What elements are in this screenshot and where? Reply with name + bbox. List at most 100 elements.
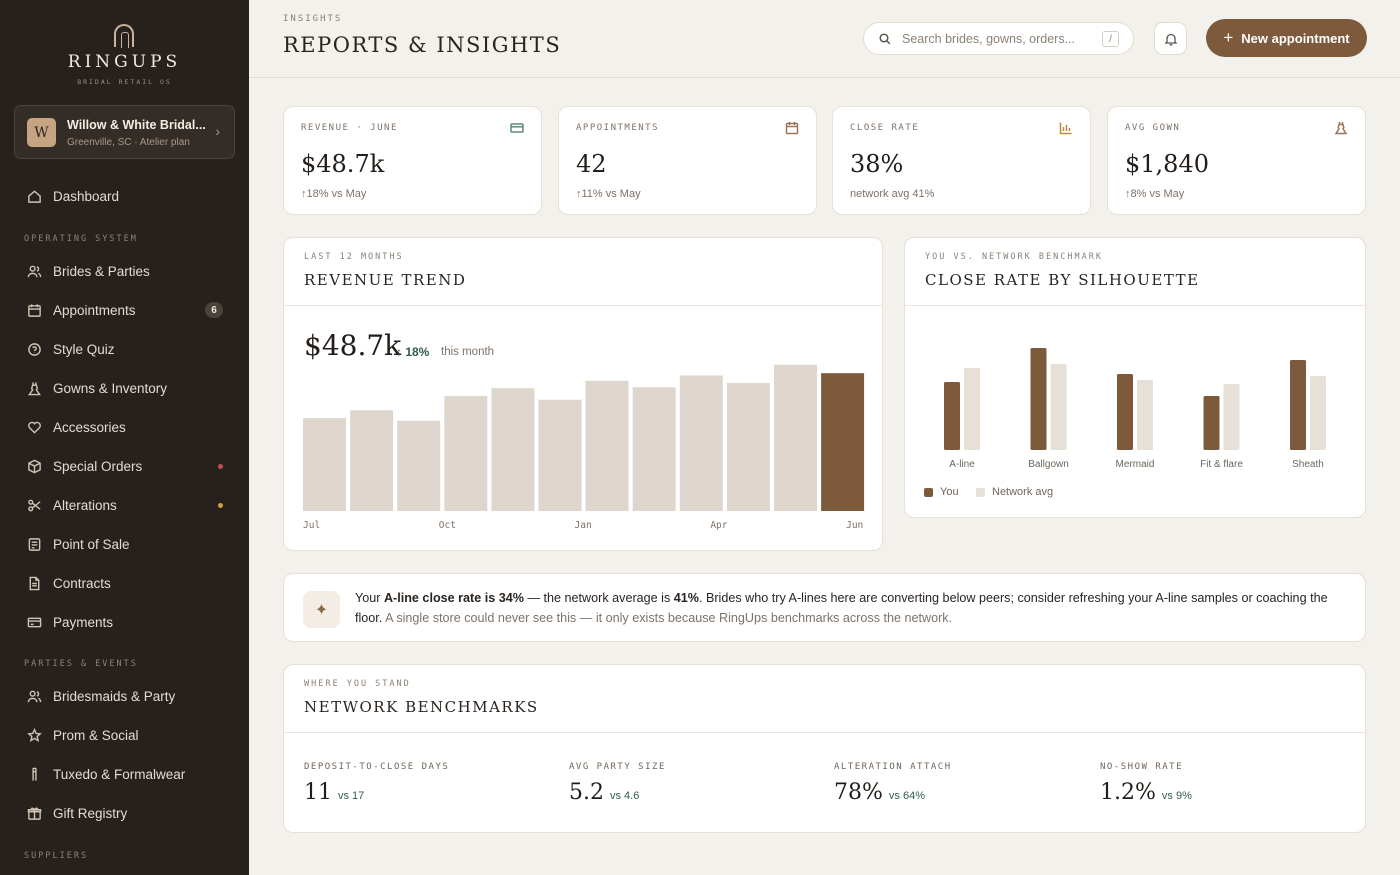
silhouette-label: Sheath — [1292, 459, 1324, 470]
sidebar-item-accessories[interactable]: Accessories — [0, 412, 249, 442]
silhouette-label: Ballgown — [1028, 459, 1069, 470]
close-rate-bar-network — [1310, 376, 1326, 450]
insight-text: Your A-line close rate is 34% — the netw… — [355, 589, 1355, 628]
logo-text: RINGUPS — [67, 52, 182, 72]
chevron-right-icon: › — [215, 123, 220, 139]
kpi-card-revenue: REVENUE · JUNE $48.7k ↑18% vs May — [283, 106, 542, 215]
calendar-icon — [785, 121, 799, 135]
sidebar-item-label: Special Orders — [53, 458, 143, 474]
sidebar-item-appointments[interactable]: Appointments 6 — [0, 295, 249, 325]
kpi-value: 42 — [576, 150, 607, 178]
legend-network: Network avg — [976, 486, 1053, 498]
benchmark-label: NO-SHOW RATE — [1100, 762, 1184, 772]
sidebar-item-contracts[interactable]: Contracts — [0, 568, 249, 598]
gown-icon — [1334, 121, 1348, 135]
notifications-button[interactable] — [1154, 22, 1187, 55]
sidebar-item-dashboard[interactable]: Dashboard — [0, 181, 249, 211]
kpi-label: REVENUE · JUNE — [301, 123, 398, 133]
sidebar-item-gowns-inventory[interactable]: Gowns & Inventory — [0, 373, 249, 403]
logo-arch-icon — [114, 24, 134, 48]
sidebar-item-alterations[interactable]: Alterations — [0, 490, 249, 520]
panel-eyebrow: YOU VS. NETWORK BENCHMARK — [925, 252, 1103, 262]
benchmark-value: 5.2 vs 4.6 — [569, 780, 639, 805]
panel-eyebrow: LAST 12 MONTHS — [304, 252, 404, 262]
tie-icon — [26, 766, 42, 782]
insight-text-part: . Brides who try A-lines here are conver… — [355, 591, 1328, 625]
insight-highlight: A-line close rate is 34% — [383, 591, 524, 605]
sidebar-item-label: Gowns & Inventory — [53, 380, 168, 396]
insight-text-part: — the network average is — [523, 591, 674, 605]
sidebar-item-tuxedo-formalwear[interactable]: Tuxedo & Formalwear — [0, 759, 249, 789]
sidebar-item-bridesmaids-party[interactable]: Bridesmaids & Party — [0, 681, 249, 711]
revenue-bar-sep — [397, 420, 441, 511]
insight-muted-note: A single store could never see this — it… — [382, 610, 953, 625]
home-icon — [26, 188, 42, 204]
close-rate-bar-network — [1050, 364, 1067, 450]
sidebar-item-special-orders[interactable]: Special Orders — [0, 451, 249, 481]
revenue-change: ↑ 18% — [396, 345, 430, 359]
sidebar-item-label: Dashboard — [53, 188, 120, 204]
benchmark-value: 11 vs 17 — [304, 780, 364, 805]
search-bar[interactable]: / — [863, 22, 1134, 55]
revenue-bar-jan — [585, 380, 629, 511]
sidebar-item-gift-registry[interactable]: Gift Registry — [0, 798, 249, 828]
new-appointment-button[interactable]: + New appointment — [1206, 19, 1367, 57]
top-header: INSIGHTS REPORTS & INSIGHTS / + New appo… — [249, 0, 1400, 78]
benchmark-compare: vs 17 — [338, 790, 365, 802]
sidebar-item-label: Prom & Social — [53, 727, 139, 743]
sidebar-item-label: Point of Sale — [53, 536, 130, 552]
legend-swatch — [976, 487, 985, 497]
x-tick-label: Apr — [710, 520, 728, 531]
x-tick-label: Oct — [438, 520, 456, 531]
sidebar-item-payments[interactable]: Payments — [0, 607, 249, 637]
logo-subtitle: BRIDAL RETAIL OS — [77, 78, 172, 86]
sidebar-item-style-quiz[interactable]: Style Quiz — [0, 334, 249, 364]
bell-icon — [1163, 33, 1178, 46]
legend-you: You — [924, 486, 959, 498]
revenue-bar-nov — [491, 388, 535, 511]
box-icon — [26, 458, 42, 474]
panel-title: REVENUE TREND — [304, 271, 467, 289]
search-icon — [879, 33, 891, 45]
close-rate-bar-network — [1223, 384, 1240, 450]
nav-section-suppliers: SUPPLIERS — [24, 851, 89, 861]
status-dot — [218, 464, 223, 469]
sidebar-item-point-of-sale[interactable]: Point of Sale — [0, 529, 249, 559]
new-appointment-label: New appointment — [1241, 30, 1350, 46]
plus-icon: + — [1223, 28, 1234, 47]
sidebar-item-label: Style Quiz — [53, 341, 115, 357]
revenue-change-note: this month — [441, 346, 495, 358]
revenue-trend-panel: LAST 12 MONTHS REVENUE TREND $48.7k ↑ 18… — [283, 237, 883, 551]
nav-section-operating: OPERATING SYSTEM — [24, 234, 138, 244]
kpi-card-avg-gown: AVG GOWN $1,840 ↑8% vs May — [1107, 106, 1366, 215]
page-eyebrow: INSIGHTS — [283, 14, 343, 24]
users-icon — [26, 263, 42, 279]
silhouette-label: A-line — [949, 459, 975, 470]
calendar-icon — [26, 302, 42, 318]
close-rate-bar-you — [1203, 396, 1220, 450]
sidebar-item-label: Appointments — [53, 302, 136, 318]
silhouette-label: Mermaid — [1115, 459, 1155, 470]
close-rate-bar-you — [1290, 360, 1306, 450]
insight-text-part: Your — [355, 591, 384, 605]
benchmark-number: 1.2% — [1100, 780, 1156, 805]
benchmark-label: DEPOSIT-TO-CLOSE DAYS — [304, 762, 450, 772]
close-rate-bar-you — [1030, 348, 1047, 450]
sidebar-item-prom-social[interactable]: Prom & Social — [0, 720, 249, 750]
sidebar-item-brides-parties[interactable]: Brides & Parties — [0, 256, 249, 286]
search-input[interactable] — [902, 30, 1092, 48]
revenue-bar-may — [774, 364, 817, 511]
help-icon — [26, 341, 42, 357]
star-icon — [26, 727, 42, 743]
panel-title: CLOSE RATE BY SILHOUETTE — [925, 271, 1200, 289]
revenue-bar-mar — [679, 375, 723, 511]
kpi-delta: ↑8% vs May — [1125, 188, 1185, 200]
revenue-bar-apr — [726, 383, 770, 511]
store-meta: Greenville, SC · Atelier plan — [67, 137, 190, 148]
kpi-delta: ↑11% vs May — [576, 188, 641, 200]
panel-title: NETWORK BENCHMARKS — [304, 698, 539, 716]
store-switcher[interactable]: W Willow & White Bridal... Greenville, S… — [14, 105, 235, 159]
benchmark-value: 78% vs 64% — [834, 780, 925, 805]
sidebar-item-label: Tuxedo & Formalwear — [53, 766, 186, 782]
revenue-bar-oct — [444, 396, 488, 511]
